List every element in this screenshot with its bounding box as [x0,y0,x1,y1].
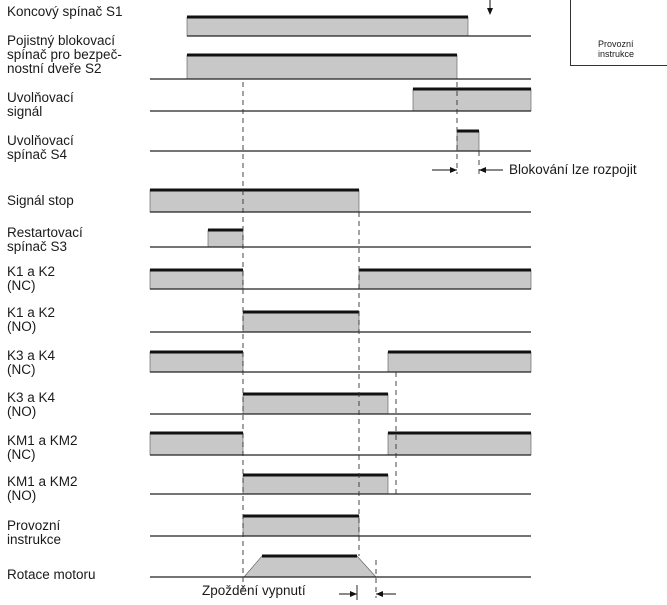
blocking-arrow-right-head [479,167,486,173]
label-km12no: KM1 a KM2 (NO) [7,474,78,503]
inset-panel: Provozní instrukce [570,0,667,66]
label-k34no: K3 a K4 (NO) [7,390,56,419]
km12no-pulse [242,474,389,495]
km12nc-pulse [149,432,244,456]
blocking-note: Blokování lze rozpojit [509,162,637,177]
label-k34nc: K3 a K4 (NC) [7,348,56,377]
label-k12nc: K1 a K2 (NC) [7,264,56,293]
label-motor: Rotace motoru [7,567,96,582]
label-km12nc: KM1 a KM2 (NC) [7,433,78,462]
label-release: Uvolňovací signál [7,90,74,119]
delay-note: Zpoždění vypnutí [202,583,306,598]
s1-pulse [186,16,469,37]
s1-arrow-head [487,8,493,15]
stop-pulse [149,189,360,213]
label-s4: Uvolňovací spínač S4 [7,133,74,162]
km12nc-pulse [387,432,532,456]
k12no-pulse [242,311,360,333]
release-pulse [412,88,532,112]
op-pulse [242,515,360,537]
s2-pulse [186,54,458,80]
blocking-arrow-left-head [450,167,457,173]
s4-pulse [456,130,480,152]
k34no-pulse [242,393,389,415]
s3-pulse [207,229,244,248]
label-s2: Pojistný blokovací spínač pro bezpeč- no… [7,33,122,76]
k12nc-pulse [149,269,244,290]
delay-arrow-left-head [350,591,357,597]
label-stop: Signál stop [7,193,74,208]
k34nc-pulse [149,351,244,373]
label-s1: Koncový spínač S1 [7,4,123,19]
k12nc-pulse [358,269,532,290]
k34nc-pulse [387,351,532,373]
label-k12no: K1 a K2 (NO) [7,305,56,334]
label-op: Provozní instrukce [7,518,62,547]
label-s3: Restartovací spínač S3 [7,225,83,254]
inset-text: Provozní instrukce [598,39,635,59]
delay-arrow-right-head [376,591,383,597]
motor-ramp [243,555,377,578]
